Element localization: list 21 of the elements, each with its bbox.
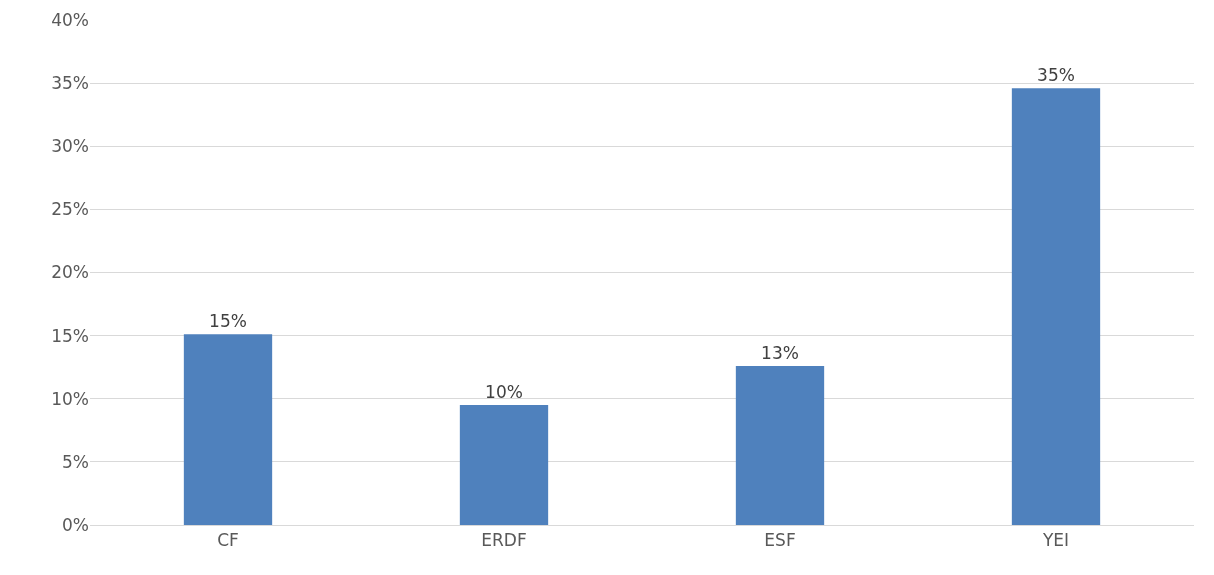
y-tick-label: 20%	[51, 262, 89, 283]
y-tick-label: 30%	[51, 136, 89, 157]
x-tick-label: YEI	[1041, 530, 1070, 551]
data-label: 10%	[485, 382, 523, 403]
y-tick-label: 35%	[51, 73, 89, 94]
y-tick-label: 0%	[62, 514, 89, 535]
y-tick-label: 5%	[62, 451, 89, 472]
x-tick-label: CF	[217, 530, 239, 551]
bar	[1011, 88, 1101, 525]
bar	[459, 405, 549, 525]
bar	[183, 334, 273, 525]
x-tick-label: ESF	[764, 530, 796, 551]
y-tick-label: 40%	[51, 9, 89, 30]
data-label: 35%	[1037, 65, 1075, 86]
y-tick-label: 25%	[51, 199, 89, 220]
x-tick-label: ERDF	[481, 530, 527, 551]
data-label: 15%	[209, 311, 247, 332]
y-tick-label: 15%	[51, 325, 89, 346]
data-label: 13%	[761, 342, 799, 363]
bar	[735, 365, 825, 525]
y-tick-label: 10%	[51, 388, 89, 409]
